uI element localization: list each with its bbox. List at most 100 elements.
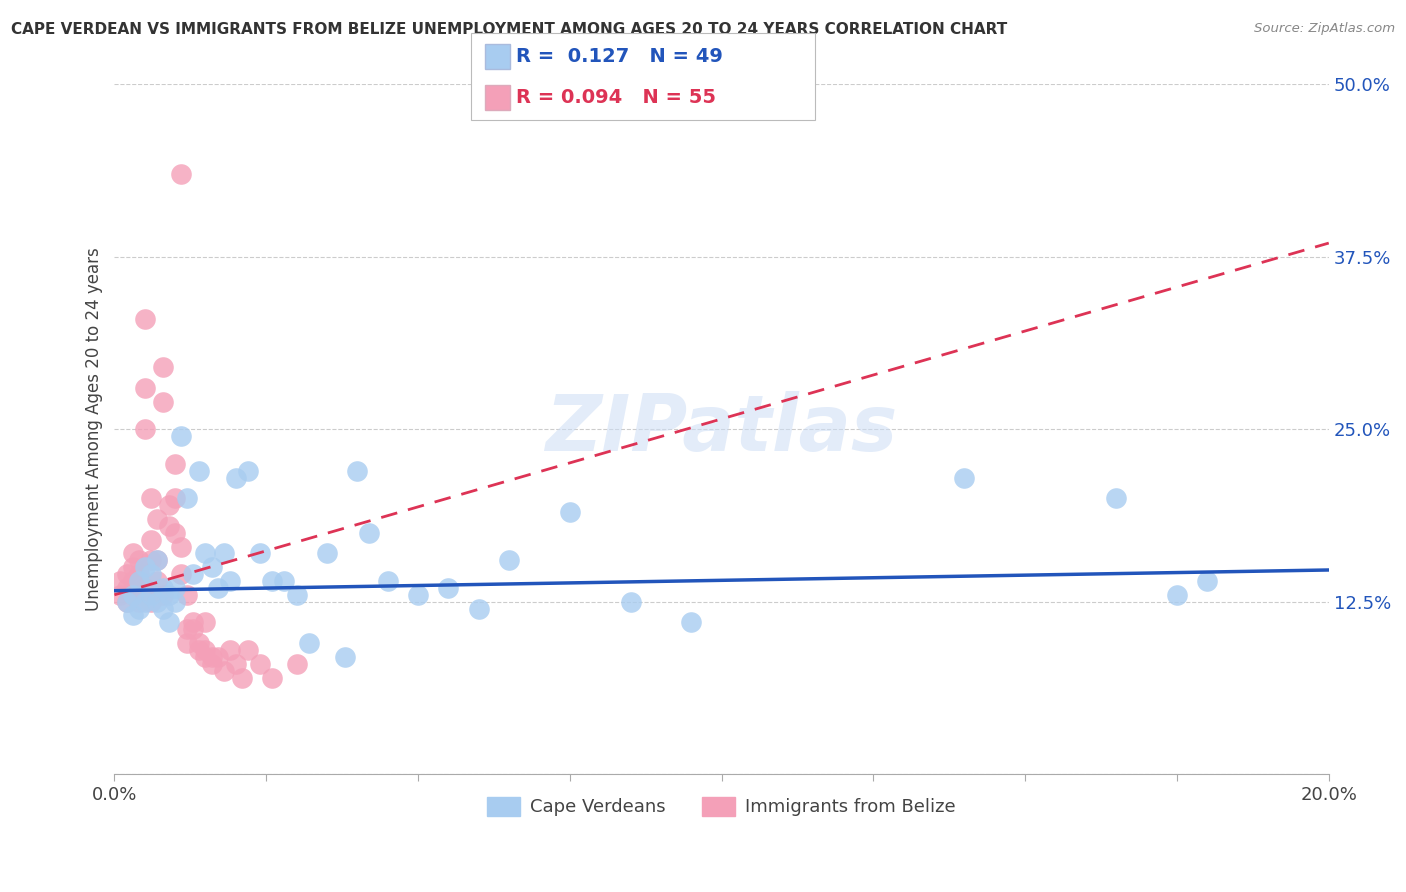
Point [183,615,205,630]
Point [139,491,162,506]
Point [188,643,211,657]
Point [157,498,180,512]
Point [176,588,198,602]
Point [139,588,162,602]
Point [200,649,222,664]
Point [165,525,187,540]
Point [146,553,169,567]
Point [128,601,150,615]
Point [183,567,205,582]
Point [152,588,174,602]
Point [146,595,169,609]
Point [1197,574,1219,588]
Point [333,649,356,664]
Point [558,505,581,519]
Point [194,615,217,630]
Point [619,595,641,609]
Point [152,601,174,615]
Point [225,657,247,671]
Point [110,588,132,602]
Point [188,464,211,478]
Point [194,649,217,664]
Point [115,595,138,609]
Point [231,671,253,685]
Legend: Cape Verdeans, Immigrants from Belize: Cape Verdeans, Immigrants from Belize [479,790,963,823]
Point [359,525,381,540]
Point [128,595,150,609]
Point [200,657,222,671]
Point [110,574,132,588]
Point [115,567,138,582]
Point [170,567,193,582]
Point [121,574,143,588]
Point [194,546,217,560]
Point [152,581,174,595]
Y-axis label: Unemployment Among Ages 20 to 24 years: Unemployment Among Ages 20 to 24 years [86,247,103,611]
Point [165,457,187,471]
Text: CAPE VERDEAN VS IMMIGRANTS FROM BELIZE UNEMPLOYMENT AMONG AGES 20 TO 24 YEARS CO: CAPE VERDEAN VS IMMIGRANTS FROM BELIZE U… [11,22,1008,37]
Point [152,360,174,375]
Point [115,581,138,595]
Point [157,588,180,602]
Text: R = 0.094   N = 55: R = 0.094 N = 55 [516,87,716,107]
Point [273,574,295,588]
Point [170,167,193,181]
Point [165,581,187,595]
Point [152,394,174,409]
Point [437,581,460,595]
Point [139,533,162,547]
Point [134,560,156,574]
Point [207,649,229,664]
Point [1105,491,1128,506]
Point [285,657,308,671]
Point [121,588,143,602]
Point [165,595,187,609]
Point [121,560,143,574]
Point [249,657,271,671]
Point [236,464,259,478]
Point [183,622,205,636]
Point [121,608,143,623]
Point [115,595,138,609]
Point [121,588,143,602]
Point [200,560,222,574]
Point [249,546,271,560]
Point [128,574,150,588]
Point [170,540,193,554]
Point [467,601,489,615]
Point [236,643,259,657]
Point [139,553,162,567]
Point [1166,588,1188,602]
Point [262,574,284,588]
Point [212,664,235,678]
Point [225,470,247,484]
Point [146,574,169,588]
Point [128,553,150,567]
Point [170,429,193,443]
Point [316,546,339,560]
Point [134,381,156,395]
Point [218,643,240,657]
Point [262,671,284,685]
Point [134,581,156,595]
Point [139,595,162,609]
Point [218,574,240,588]
Point [134,422,156,436]
Point [146,512,169,526]
Point [377,574,399,588]
Point [134,312,156,326]
Point [498,553,520,567]
Text: Source: ZipAtlas.com: Source: ZipAtlas.com [1254,22,1395,36]
Text: ZIPatlas: ZIPatlas [546,392,897,467]
Point [298,636,321,650]
Point [139,567,162,582]
Point [157,519,180,533]
Point [681,615,703,630]
Point [346,464,368,478]
Point [176,622,198,636]
Text: R =  0.127   N = 49: R = 0.127 N = 49 [516,46,723,66]
Point [212,546,235,560]
Point [146,553,169,567]
Point [128,567,150,582]
Point [188,636,211,650]
